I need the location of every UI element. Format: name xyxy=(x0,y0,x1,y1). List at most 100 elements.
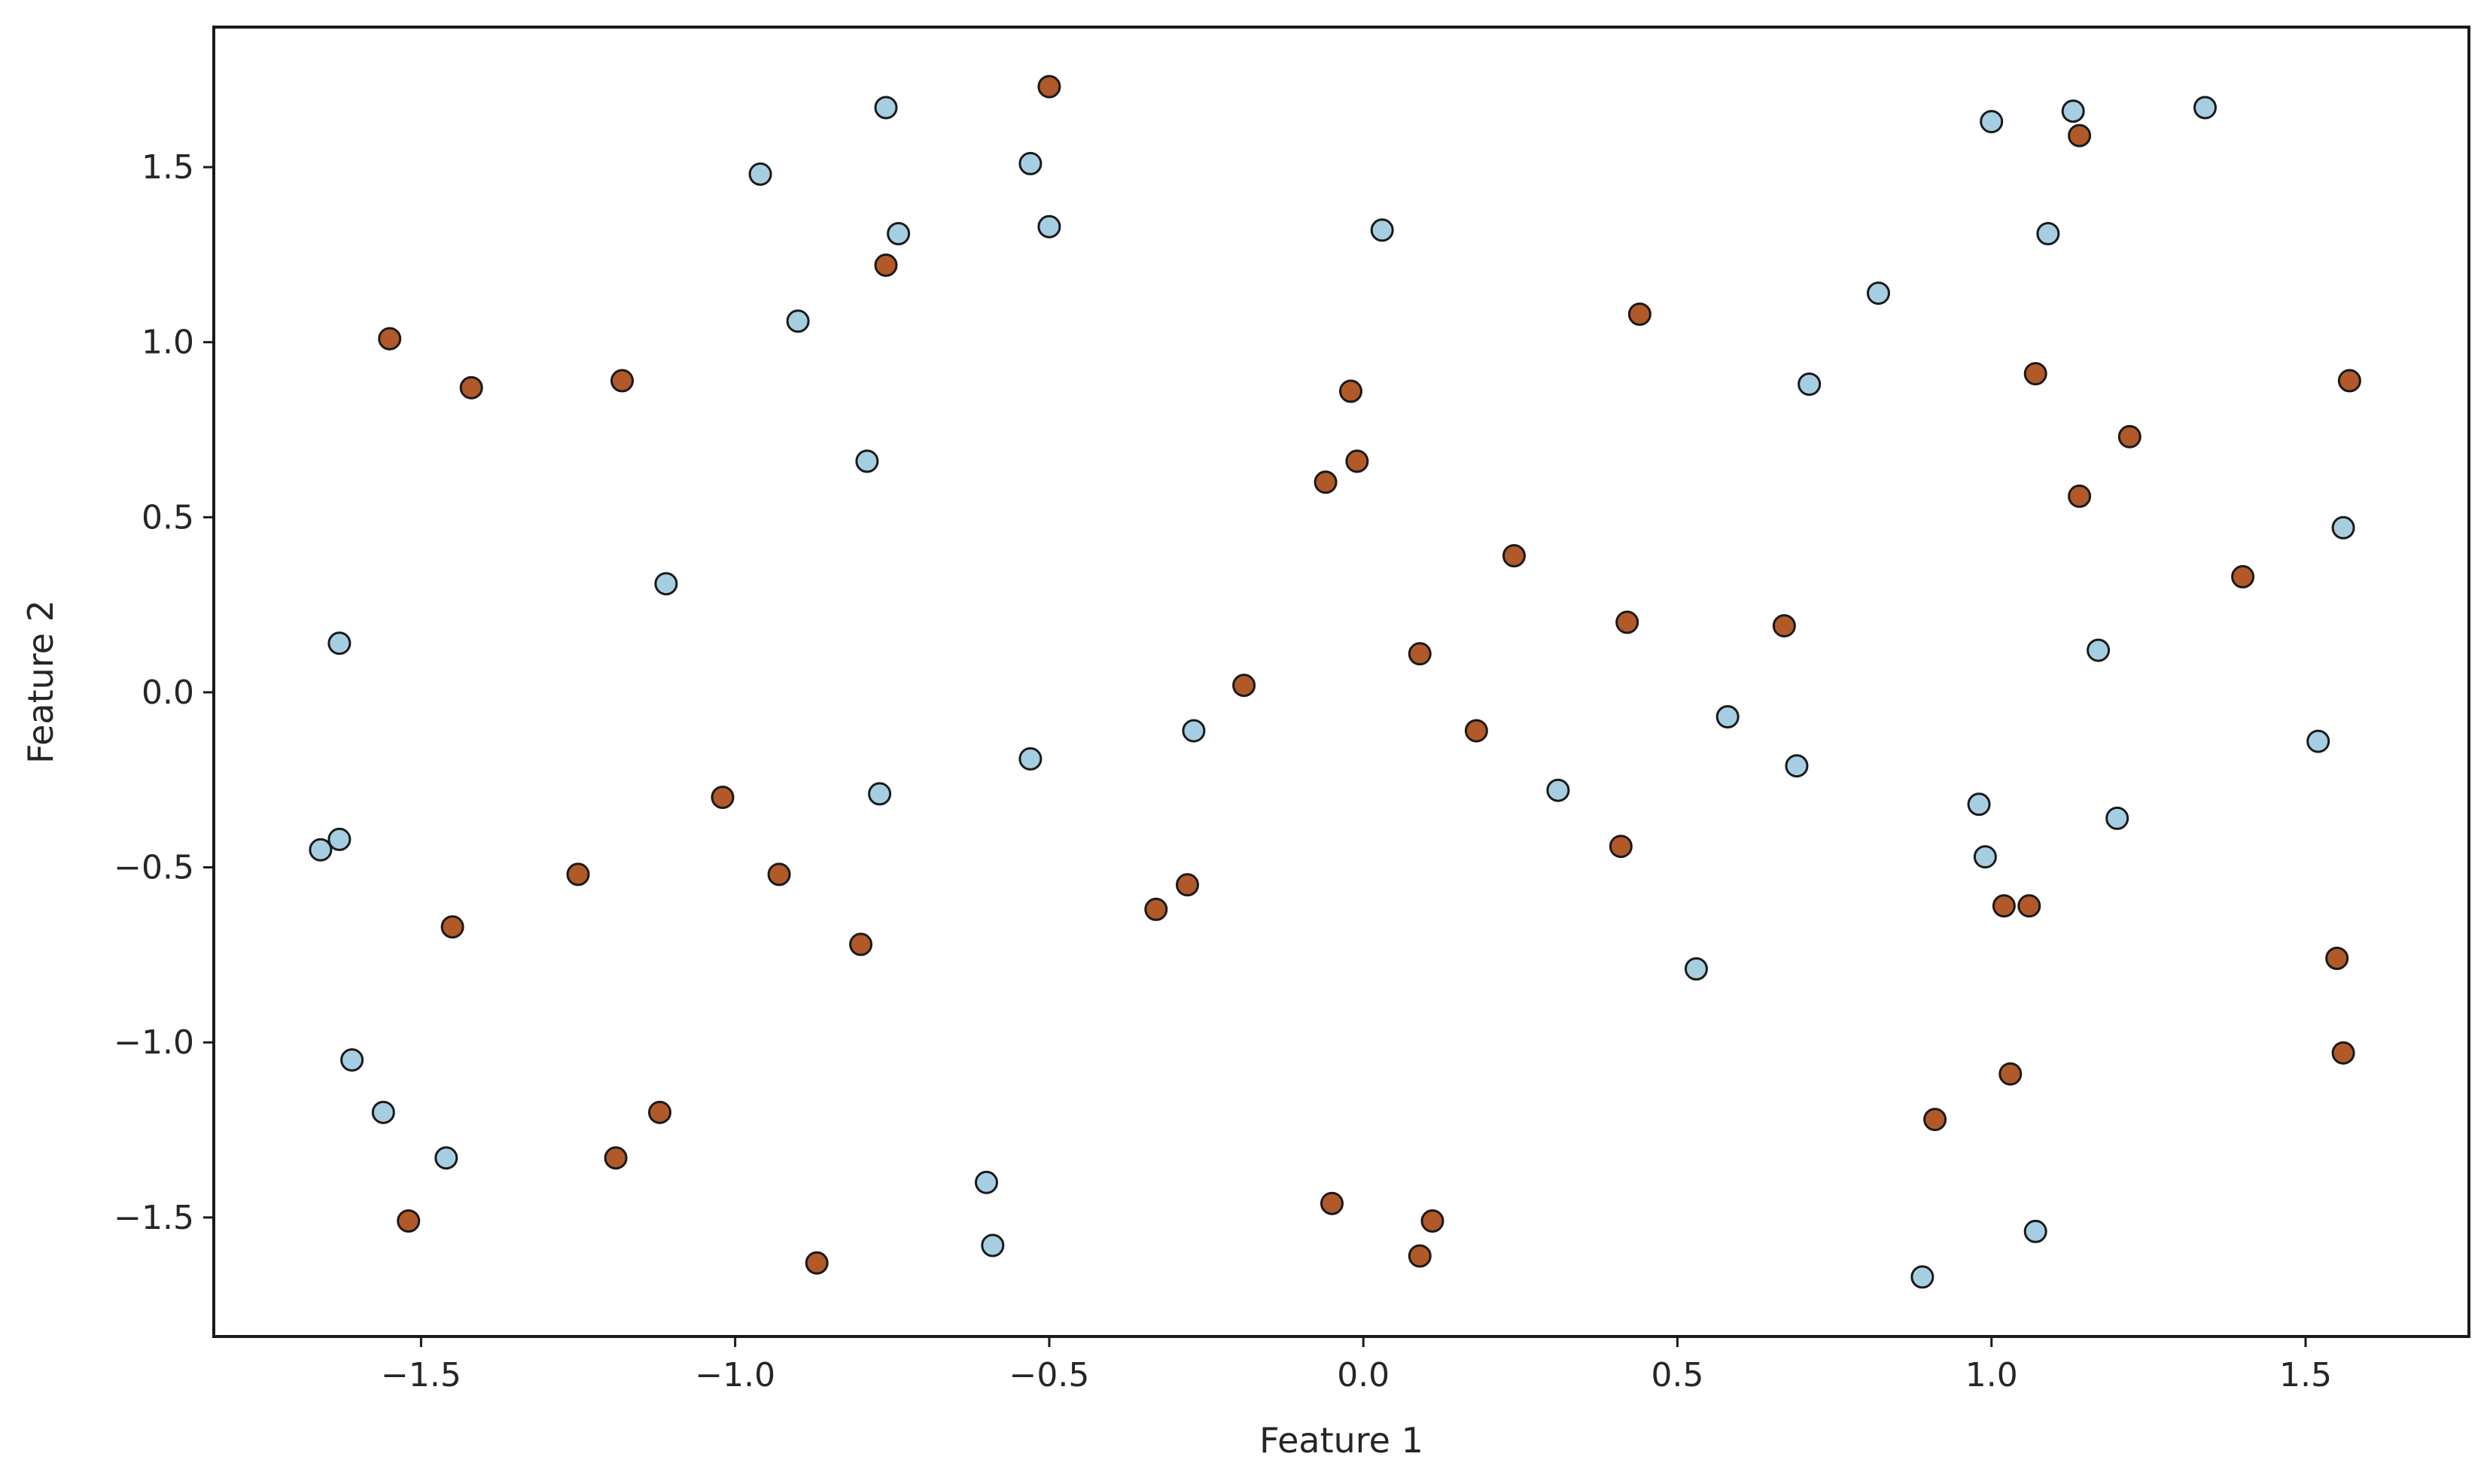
point-class-0-23 xyxy=(1685,957,1708,981)
x-axis-ticks: −1.5 −1.0 −0.5 0.0 0.5 1.0 1.5 xyxy=(381,1337,2332,1394)
point-class-0-15 xyxy=(340,1048,364,1072)
point-class-1-39 xyxy=(2331,1041,2355,1065)
point-class-1-23 xyxy=(1320,1191,1344,1215)
point-class-1-38 xyxy=(2325,947,2349,970)
point-class-1-18 xyxy=(1408,642,1432,666)
point-class-1-29 xyxy=(1609,835,1633,859)
point-class-0-12 xyxy=(1018,747,1043,771)
point-class-1-34 xyxy=(2337,369,2361,393)
x-tick-label: −1.0 xyxy=(695,1356,775,1394)
x-tick-label: −0.5 xyxy=(1009,1356,1090,1394)
y-tick-label: −1.5 xyxy=(114,1199,194,1237)
point-class-1-33 xyxy=(2231,564,2255,588)
point-class-1-7 xyxy=(767,862,791,886)
point-class-1-8 xyxy=(440,915,464,939)
point-class-0-21 xyxy=(1715,705,1740,728)
point-class-1-36 xyxy=(1992,894,2016,918)
point-class-1-20 xyxy=(1464,719,1488,743)
point-class-1-26 xyxy=(1627,303,1651,326)
point-class-1-4 xyxy=(610,369,634,393)
point-class-0-36 xyxy=(2023,1219,2047,1243)
point-class-0-3 xyxy=(887,222,911,245)
point-class-0-18 xyxy=(975,1170,998,1194)
point-class-0-30 xyxy=(2331,515,2355,540)
point-class-1-40 xyxy=(1998,1062,2023,1086)
point-class-0-6 xyxy=(855,449,879,473)
point-class-1-5 xyxy=(711,786,735,809)
point-class-1-0 xyxy=(1037,75,1061,99)
point-class-1-17 xyxy=(1502,544,1526,567)
point-class-1-19 xyxy=(1232,674,1256,698)
y-tick-label: −0.5 xyxy=(114,849,194,887)
x-tick-label: 0.0 xyxy=(1337,1356,1390,1394)
point-class-0-7 xyxy=(654,572,678,596)
x-axis-label: Feature 1 xyxy=(1259,1420,1423,1461)
point-class-0-10 xyxy=(327,827,352,851)
point-class-1-1 xyxy=(874,253,898,277)
point-class-1-41 xyxy=(1923,1108,1947,1132)
point-class-1-12 xyxy=(397,1209,421,1233)
point-class-1-24 xyxy=(1420,1209,1444,1233)
point-class-0-32 xyxy=(2306,729,2330,753)
point-class-0-35 xyxy=(1973,845,1997,869)
point-class-0-1 xyxy=(748,162,772,186)
point-class-1-11 xyxy=(604,1146,628,1170)
point-class-1-32 xyxy=(2068,484,2092,508)
point-class-0-28 xyxy=(2193,96,2217,120)
points-layer xyxy=(309,75,2361,1289)
x-tick-label: 1.5 xyxy=(2279,1356,2332,1394)
plot-frame xyxy=(212,26,2470,1338)
point-class-0-9 xyxy=(309,838,333,862)
point-class-0-26 xyxy=(1980,110,2004,134)
point-class-0-19 xyxy=(981,1233,1005,1257)
point-class-0-25 xyxy=(1797,373,1822,396)
point-class-0-34 xyxy=(2105,806,2129,830)
point-class-1-31 xyxy=(2117,424,2141,449)
point-class-0-29 xyxy=(2036,222,2060,245)
point-class-1-35 xyxy=(2068,123,2092,147)
point-class-0-8 xyxy=(327,631,352,655)
point-class-1-13 xyxy=(805,1251,829,1275)
point-class-1-30 xyxy=(2023,362,2047,386)
y-axis-ticks: −1.5 −1.0 −0.5 0.0 0.5 1.0 1.5 xyxy=(114,148,214,1237)
point-class-1-27 xyxy=(1615,610,1639,634)
point-class-0-16 xyxy=(371,1100,395,1124)
point-class-0-13 xyxy=(1182,719,1206,743)
point-class-0-33 xyxy=(1967,792,1991,817)
point-class-0-17 xyxy=(434,1146,458,1170)
point-class-0-37 xyxy=(1910,1265,1934,1289)
point-class-0-11 xyxy=(868,782,892,806)
x-tick-label: 0.5 xyxy=(1651,1356,1703,1394)
point-class-0-20 xyxy=(1546,778,1570,802)
point-class-0-31 xyxy=(2087,638,2111,662)
point-class-1-37 xyxy=(2017,894,2041,918)
point-class-1-15 xyxy=(1313,470,1338,494)
point-class-1-3 xyxy=(459,376,483,400)
point-class-0-14 xyxy=(1370,218,1394,242)
point-class-1-28 xyxy=(1772,614,1796,638)
point-class-1-2 xyxy=(378,327,402,351)
point-class-1-21 xyxy=(1176,873,1199,897)
point-class-1-10 xyxy=(648,1100,671,1124)
point-class-1-16 xyxy=(1345,449,1369,473)
point-class-1-9 xyxy=(849,932,873,956)
y-axis-label: Feature 2 xyxy=(20,600,61,764)
y-tick-label: −1.0 xyxy=(114,1023,194,1062)
point-class-1-6 xyxy=(566,862,590,886)
point-class-0-4 xyxy=(1037,214,1061,239)
point-class-0-5 xyxy=(786,309,810,333)
y-tick-label: 0.5 xyxy=(142,498,194,537)
point-class-0-24 xyxy=(1867,281,1890,306)
y-tick-label: 1.0 xyxy=(142,324,194,362)
y-tick-label: 0.0 xyxy=(142,674,194,712)
point-class-1-25 xyxy=(1408,1244,1432,1268)
y-tick-label: 1.5 xyxy=(142,148,194,187)
x-tick-label: 1.0 xyxy=(1965,1356,2018,1394)
point-class-0-22 xyxy=(1785,754,1809,778)
point-class-0-2 xyxy=(1018,151,1043,175)
point-class-0-0 xyxy=(874,96,898,120)
x-tick-label: −1.5 xyxy=(381,1356,461,1394)
point-class-0-27 xyxy=(2061,99,2085,123)
